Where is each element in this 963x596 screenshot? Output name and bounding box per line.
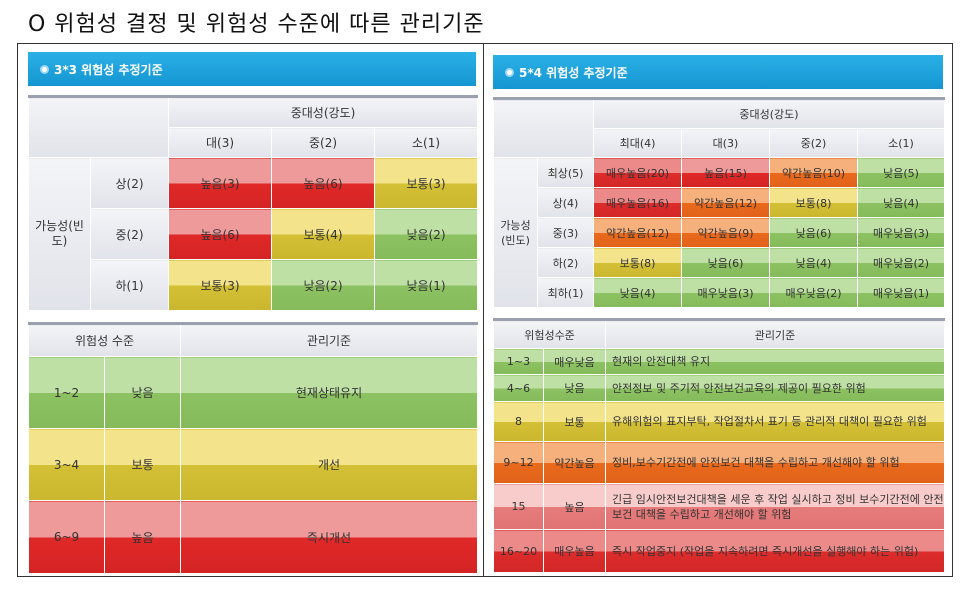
level-criteria: 현재의 안전대책 유지 — [605, 348, 946, 375]
severity-col: 최대(4) — [593, 128, 682, 158]
matrix-cell: 약간높음(9) — [681, 217, 770, 248]
level-criteria: 긴급 임시안전보건대책을 세운 후 작업 실시하고 정비 보수기간전에 안전보건… — [605, 483, 946, 530]
level-range: 8 — [493, 401, 544, 442]
severity-col: 중(2) — [271, 127, 375, 158]
matrix-cell: 높음(6) — [271, 157, 375, 209]
severity-col: 중(2) — [769, 128, 858, 158]
panel-divider — [483, 43, 484, 577]
level-name: 보통 — [103, 428, 182, 501]
level-name: 높음 — [542, 483, 607, 530]
level-range: 1~2 — [28, 356, 105, 429]
matrix-cell: 매우낮음(3) — [681, 277, 770, 308]
matrix-cell: 약간높음(10) — [769, 157, 858, 188]
left-level-table: 위험성 수준 관리기준 1~2 낮음 현재상태유지 3~4 보통 개선 6~9 … — [27, 322, 479, 574]
severity-col: 대(3) — [168, 127, 272, 158]
right-panel-header: 5*4 위험성 추정기준 — [493, 55, 943, 89]
bullet-icon — [505, 67, 514, 77]
likelihood-label: 가능성(빈도) — [493, 157, 538, 308]
level-range: 15 — [493, 483, 544, 530]
level-criteria: 즉시 작업중지 (작업을 지속하려면 즉시개선을 실행해야 하는 위험) — [605, 529, 946, 573]
matrix-cell: 약간높음(12) — [681, 187, 770, 218]
matrix-cell: 매우높음(20) — [593, 157, 682, 188]
level-criteria: 유해위험의 표지부탁, 작업절차서 표기 등 관리적 대책이 필요한 위험 — [605, 401, 946, 442]
likelihood-row: 중(3) — [537, 217, 594, 248]
matrix-cell: 보통(3) — [168, 259, 272, 311]
matrix-cell: 낮음(2) — [374, 208, 478, 260]
level-criteria: 개선 — [180, 428, 479, 501]
content-frame — [17, 43, 953, 577]
matrix-cell: 보통(8) — [593, 247, 682, 278]
severity-col: 소(1) — [857, 128, 945, 158]
right-level-table: 위험성수준 관리기준 1~3 매우낮음 현재의 안전대책 유지 4~6 낮음 안… — [492, 318, 946, 573]
matrix-cell: 낮음(4) — [857, 187, 945, 218]
right-risk-matrix: 중대성(강도) 최대(4) 대(3) 중(2) 소(1) 가능성(빈도) 최상(… — [493, 97, 945, 308]
likelihood-row: 최상(5) — [537, 157, 594, 188]
matrix-cell: 낮음(4) — [593, 277, 682, 308]
level-criteria: 현재상태유지 — [180, 356, 479, 429]
matrix-cell: 매우낮음(1) — [857, 277, 945, 308]
criteria-head: 관리기준 — [180, 322, 479, 357]
level-name: 보통 — [542, 401, 607, 442]
matrix-cell: 보통(8) — [769, 187, 858, 218]
matrix-cell: 낮음(4) — [769, 247, 858, 278]
matrix-cell: 약간높음(12) — [593, 217, 682, 248]
level-criteria: 정비,보수기간전에 안전보건 대책을 수립하고 개선해야 할 위험 — [605, 441, 946, 484]
severity-label: 중대성(강도) — [593, 97, 945, 129]
matrix-cell: 낮음(2) — [271, 259, 375, 311]
page-title: O 위험성 결정 및 위험성 수준에 따른 관리기준 — [28, 12, 485, 37]
level-criteria: 안전정보 및 주기적 안전보건교육의 제공이 필요한 위험 — [605, 374, 946, 402]
matrix-cell: 보통(4) — [271, 208, 375, 260]
matrix-cell: 높음(6) — [168, 208, 272, 260]
severity-label: 중대성(강도) — [168, 95, 478, 128]
matrix-corner — [28, 95, 169, 158]
severity-col: 소(1) — [374, 127, 478, 158]
left-panel-header: 3*3 위험성 추정기준 — [28, 52, 476, 86]
level-range: 16~20 — [493, 529, 544, 573]
severity-col: 대(3) — [681, 128, 770, 158]
level-criteria: 즉시개선 — [180, 500, 479, 574]
level-head: 위험성 수준 — [27, 322, 182, 357]
left-panel-title: 3*3 위험성 추정기준 — [54, 62, 163, 77]
likelihood-row: 하(2) — [537, 247, 594, 278]
matrix-cell: 보통(3) — [374, 157, 478, 209]
bullet-icon — [40, 64, 49, 74]
matrix-cell: 매우낮음(2) — [857, 247, 945, 278]
level-name: 낮음 — [103, 356, 182, 429]
matrix-cell: 낮음(1) — [374, 259, 478, 311]
criteria-head: 관리기준 — [605, 318, 946, 349]
level-name: 매우높음 — [542, 529, 607, 573]
matrix-cell: 낮음(5) — [857, 157, 945, 188]
matrix-cell: 낮음(6) — [769, 217, 858, 248]
matrix-corner — [493, 97, 594, 158]
level-range: 4~6 — [493, 374, 544, 402]
matrix-cell: 매우낮음(2) — [769, 277, 858, 308]
matrix-cell: 높음(3) — [168, 157, 272, 209]
matrix-cell: 매우높음(16) — [593, 187, 682, 218]
level-name: 낮음 — [542, 374, 607, 402]
level-range: 3~4 — [28, 428, 105, 501]
level-range: 9~12 — [493, 441, 544, 484]
likelihood-row: 최하(1) — [537, 277, 594, 308]
likelihood-label: 가능성(빈도) — [28, 157, 91, 311]
left-risk-matrix: 중대성(강도) 대(3) 중(2) 소(1) 가능성(빈도) 상(2) 높음(3… — [28, 95, 478, 311]
level-range: 6~9 — [28, 500, 105, 574]
level-head: 위험성수준 — [492, 318, 607, 349]
level-name: 높음 — [103, 500, 182, 574]
level-name: 매우낮음 — [542, 348, 607, 375]
right-panel-title: 5*4 위험성 추정기준 — [519, 65, 628, 80]
level-name: 약간높음 — [542, 441, 607, 484]
matrix-cell: 매우낮음(3) — [857, 217, 945, 248]
likelihood-row: 하(1) — [90, 259, 169, 311]
matrix-cell: 높음(15) — [681, 157, 770, 188]
likelihood-row: 중(2) — [90, 208, 169, 260]
likelihood-row: 상(2) — [90, 157, 169, 209]
level-range: 1~3 — [493, 348, 544, 375]
matrix-cell: 낮음(6) — [681, 247, 770, 278]
likelihood-row: 상(4) — [537, 187, 594, 218]
